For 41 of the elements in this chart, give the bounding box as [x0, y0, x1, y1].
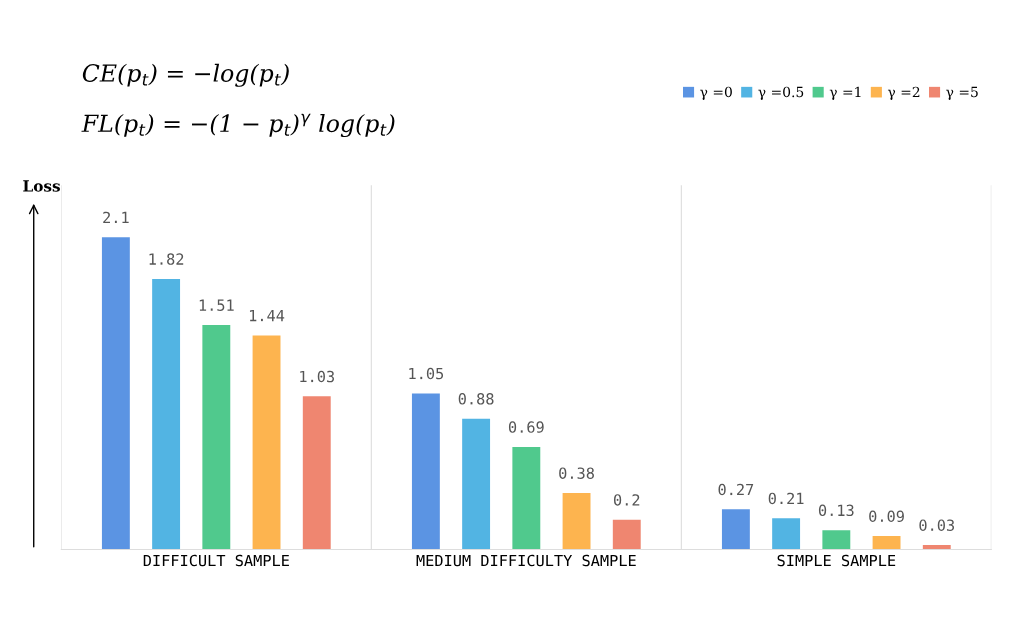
- x-tick-label: MEDIUM DIFFICULTY SAMPLE: [416, 554, 636, 567]
- y-axis-title: Loss: [23, 180, 60, 192]
- data-label: 0.88: [458, 393, 494, 405]
- data-label: 0.21: [768, 492, 804, 505]
- bar: [252, 335, 281, 550]
- legend-label: γ =2: [887, 86, 920, 100]
- bar: [772, 518, 801, 550]
- bar: [562, 493, 591, 550]
- bar: [152, 278, 181, 550]
- x-tick-label: SIMPLE SAMPLE: [777, 554, 896, 567]
- bar: [202, 325, 231, 550]
- bar: [411, 393, 440, 550]
- data-label: 0.38: [559, 467, 594, 479]
- bar: [101, 237, 130, 550]
- legend-label: γ =5: [946, 86, 978, 100]
- bar: [872, 536, 901, 550]
- data-label: 0.09: [869, 510, 904, 523]
- bar: [822, 530, 851, 550]
- bar: [922, 545, 951, 550]
- data-label: 0.2: [613, 494, 640, 506]
- bar: [512, 446, 541, 550]
- bar: [302, 396, 331, 550]
- data-label: 0.13: [818, 504, 854, 517]
- data-label: 1.03: [300, 370, 335, 383]
- data-label: 1.05: [409, 367, 444, 380]
- data-label: 2.1: [103, 211, 129, 224]
- legend-label: γ =1: [829, 86, 861, 100]
- data-label: 0.03: [919, 519, 955, 531]
- data-label: 1.51: [199, 299, 234, 311]
- data-label: 0.69: [508, 421, 544, 433]
- data-label: 0.27: [718, 483, 754, 496]
- bar: [721, 509, 750, 550]
- x-tick-label: DIFFICULT SAMPLE: [143, 554, 289, 567]
- legend-label: γ =0.5: [758, 86, 804, 100]
- bar: [462, 418, 491, 550]
- data-label: 1.44: [249, 309, 285, 322]
- data-label: 1.82: [149, 253, 184, 265]
- text: CE(p$_{t}$) = −log(p$_{t}$): [82, 63, 289, 87]
- legend-label: γ =0: [700, 86, 732, 100]
- bar: [612, 519, 641, 550]
- text: FL(p$_{t}$) = −(1 − p$_{t}$)$^{γ}$ log(p$_{t}$): [81, 113, 395, 138]
